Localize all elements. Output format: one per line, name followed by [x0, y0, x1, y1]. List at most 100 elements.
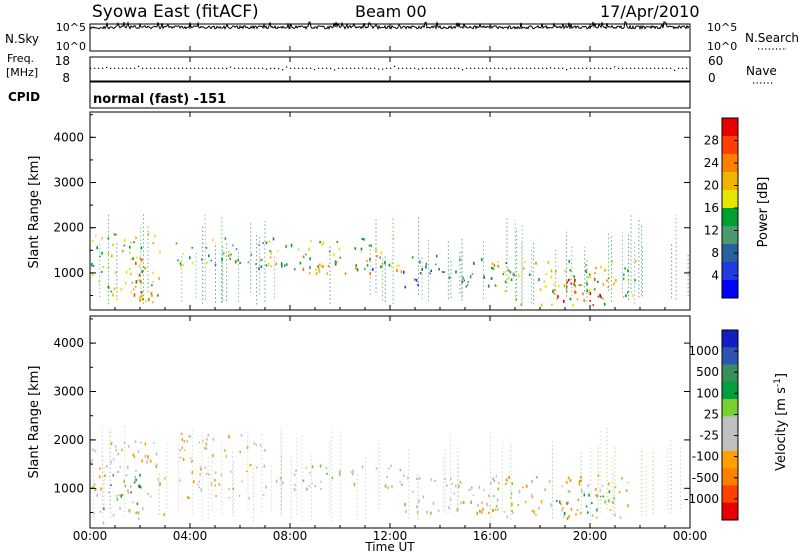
echo-cell [492, 495, 495, 497]
echo-cell [122, 493, 124, 496]
echo-cell [101, 251, 103, 255]
echo-cell [224, 237, 227, 241]
echo-cell [476, 511, 479, 516]
echo-cell [448, 276, 451, 280]
echo-cell [108, 491, 110, 494]
echo-cell [131, 281, 134, 284]
echo-cell [112, 458, 115, 461]
echo-cell [191, 471, 194, 475]
echo-cell [497, 487, 499, 491]
echo-cell [136, 502, 139, 505]
velocity-heatmap [90, 426, 681, 525]
echo-cell [578, 284, 581, 287]
colorbar-segment [722, 118, 738, 137]
freq-dot [226, 67, 228, 69]
echo-cell [562, 516, 565, 518]
freq-dot [510, 67, 512, 69]
velocity-colorbar: 1000 500 100 25 -25 -100 -500 -1000 [684, 329, 739, 521]
echo-cell [152, 242, 154, 245]
nsky-tick-top: 10^5 [56, 21, 86, 34]
freq-dot [454, 67, 456, 69]
echo-cell [200, 488, 202, 492]
echo-cell [492, 267, 495, 270]
echo-cell [492, 477, 494, 480]
echo-cell [207, 433, 210, 437]
freq-dot [190, 67, 192, 69]
echo-cell [550, 275, 553, 279]
freq-dot [654, 67, 656, 69]
freq-dot [350, 67, 352, 69]
echo-cell [381, 263, 384, 267]
echo-cell [140, 291, 143, 294]
echo-cell [443, 271, 445, 273]
freq-dot [198, 67, 200, 69]
echo-cell [96, 493, 99, 497]
echo-cell [198, 486, 200, 489]
echo-cell [259, 444, 262, 447]
echo-cell [568, 490, 571, 494]
echo-cell [569, 297, 572, 301]
power-panel-frame [89, 111, 691, 311]
echo-cell [551, 303, 553, 306]
echo-cell [189, 256, 191, 260]
x-tick-label: 00:00 [73, 529, 108, 543]
echo-cell [376, 255, 378, 258]
echo-cell [135, 280, 138, 284]
echo-cell [507, 269, 510, 272]
y-tick-label: 3000 [53, 385, 84, 399]
echo-cell [149, 495, 152, 498]
echo-cell [592, 304, 594, 307]
echo-cell [135, 469, 137, 472]
echo-cell [90, 461, 92, 464]
echo-cell [102, 521, 105, 525]
echo-cell [525, 484, 528, 488]
echo-cell [147, 232, 150, 236]
echo-cell [495, 475, 498, 478]
echo-cell [595, 516, 598, 519]
echo-cell [117, 452, 120, 456]
echo-cell [318, 267, 320, 271]
echo-cell [302, 267, 305, 272]
echo-cell [263, 464, 266, 468]
echo-cell [477, 503, 479, 507]
echo-cell [208, 473, 210, 476]
echo-cell [268, 240, 270, 243]
echo-cell [230, 253, 232, 256]
velocity-colorbar-label: Velocity [m s-1] [773, 373, 789, 471]
echo-cell [403, 474, 405, 477]
echo-cell [113, 233, 116, 236]
freq-dot [430, 67, 432, 69]
echo-cell [391, 261, 393, 264]
echo-cell [587, 484, 590, 488]
freq-dot [378, 68, 380, 70]
echo-cell [634, 279, 636, 282]
freq-dot [162, 67, 164, 69]
echo-cell [181, 438, 184, 441]
nave-tick-top: 60 [708, 54, 723, 68]
echo-cell [130, 272, 132, 276]
echo-cell [405, 509, 407, 514]
echo-cell [182, 252, 184, 255]
echo-cell [613, 497, 615, 500]
freq-dot [678, 67, 680, 69]
echo-cell [269, 256, 272, 259]
echo-cell [561, 508, 563, 512]
echo-cell [455, 484, 457, 488]
freq-dot [342, 67, 344, 69]
echo-cell [293, 268, 296, 271]
echo-cell [566, 280, 568, 284]
colorbar-segment [722, 244, 738, 263]
echo-cell [379, 256, 381, 259]
colorbar-segment [722, 416, 738, 434]
colorbar-segment [722, 280, 738, 299]
colorbar-segment [722, 330, 738, 348]
freq-dot [354, 67, 356, 69]
freq-dot [126, 67, 128, 69]
echo-cell [148, 299, 150, 301]
freq-dot [538, 67, 540, 69]
echo-cell [586, 289, 589, 293]
freq-dot [530, 67, 532, 69]
echo-cell [548, 480, 551, 483]
echo-cell [361, 465, 364, 469]
echo-cell [222, 252, 225, 255]
